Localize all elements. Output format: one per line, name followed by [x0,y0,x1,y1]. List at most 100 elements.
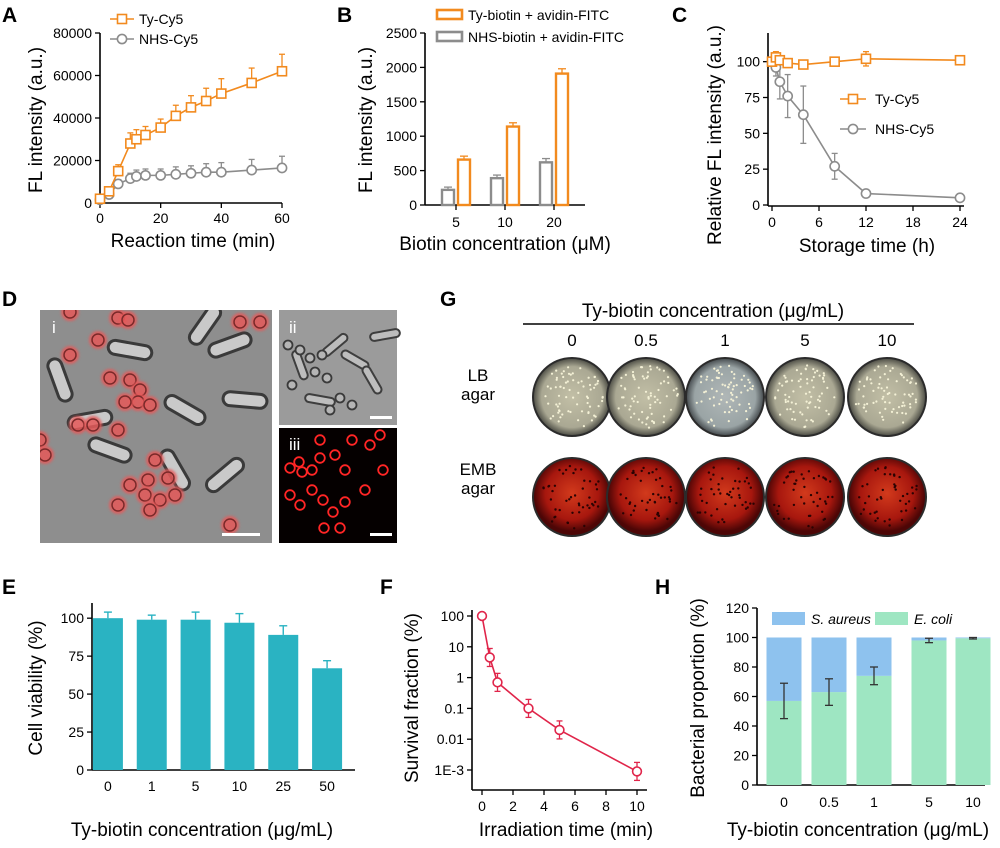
rod-bacterium [221,390,269,410]
colony [893,486,896,489]
colony [746,389,749,392]
colony [577,391,580,394]
micrograph-i-merged: i [40,310,272,543]
colony [784,400,787,404]
colony [631,370,635,374]
rod-bacterium [361,365,383,395]
c-ytick-label: 75 [744,90,760,106]
rod-bacterium [304,393,336,407]
colony [637,386,640,389]
a-ytick-label: 80000 [53,25,92,41]
colony [707,421,710,424]
panel-label-b: B [337,4,352,27]
colony [626,477,629,481]
colony [562,375,565,379]
plate-concentration-label: 0.5 [634,331,658,350]
colony [628,501,632,504]
colony [875,400,878,403]
colony [892,408,895,411]
colony [827,413,830,416]
colony [777,504,781,508]
colony [879,496,882,499]
colony [647,396,650,399]
colony [727,420,730,423]
colony [717,483,720,486]
colony [807,524,810,528]
colony [704,511,707,514]
colony [715,369,719,372]
c-xtick-label: 18 [905,214,921,230]
colony [779,413,782,416]
colony [777,389,780,392]
colony [567,410,570,413]
a-data-point [276,65,288,77]
colony [596,382,599,385]
colony [734,479,737,483]
colony [729,381,733,384]
colony [878,382,881,386]
c-legend-label: Ty-Cy5 [875,91,920,107]
a-ytick-label: 20000 [53,153,92,169]
colony [661,484,664,488]
b-ytick-label: 500 [394,163,418,179]
colony [725,401,728,404]
colony [862,508,865,511]
colony [822,476,825,479]
c-y-axis-title: Relative FL intensity (a.u.) [705,25,726,245]
colony [723,411,727,414]
rod-bacterium-body [106,338,154,362]
colony [748,381,751,384]
colony [890,410,894,413]
colony [595,488,599,491]
colony [883,520,886,523]
colony [593,375,597,378]
colony [904,412,908,415]
colony [565,396,568,399]
colony [805,400,808,403]
colony [663,496,666,499]
coccus-edge [253,315,267,329]
coccus [321,372,333,384]
colony [649,406,652,409]
colony [564,381,568,384]
micrograph-i-content [40,310,272,543]
colony [822,372,825,375]
a-y-axis-title: FL intensity (a.u.) [26,47,47,193]
colony [808,402,811,405]
rod-bacterium-body [205,456,245,494]
h-legend-swatch [772,612,805,625]
colony [568,388,571,392]
colony [892,473,896,476]
a-data-point [94,193,106,205]
b-xtick-label: 10 [497,214,513,230]
colony [906,492,909,496]
coccus [286,379,298,391]
colony [806,364,809,367]
panel-label-f: F [380,576,393,599]
colony [911,392,914,395]
colony [593,386,596,389]
colony [717,371,721,374]
coccus-edge [118,395,132,409]
c-legend-marker [847,93,859,105]
colony [559,385,562,388]
micrograph-ii-label: ii [289,318,297,337]
panel-label-a: A [2,4,17,27]
b-bar [440,188,456,207]
coccus-edge [111,498,125,512]
b-bar [538,161,554,207]
fluorescent-coccus [284,462,296,474]
fluorescent-coccus [359,484,371,496]
b-y-axis-title: FL intensity (a.u.) [356,47,377,193]
colony [658,477,662,480]
h-xtick-label: 10 [965,794,981,810]
fluorescent-coccus [306,484,318,496]
colony [899,372,902,375]
colony [786,408,789,411]
fluorescent-coccus [314,452,326,464]
colony [670,489,673,492]
colony [649,392,652,395]
colony [556,405,560,408]
a-xtick-label: 60 [274,210,290,226]
colony [791,418,794,421]
